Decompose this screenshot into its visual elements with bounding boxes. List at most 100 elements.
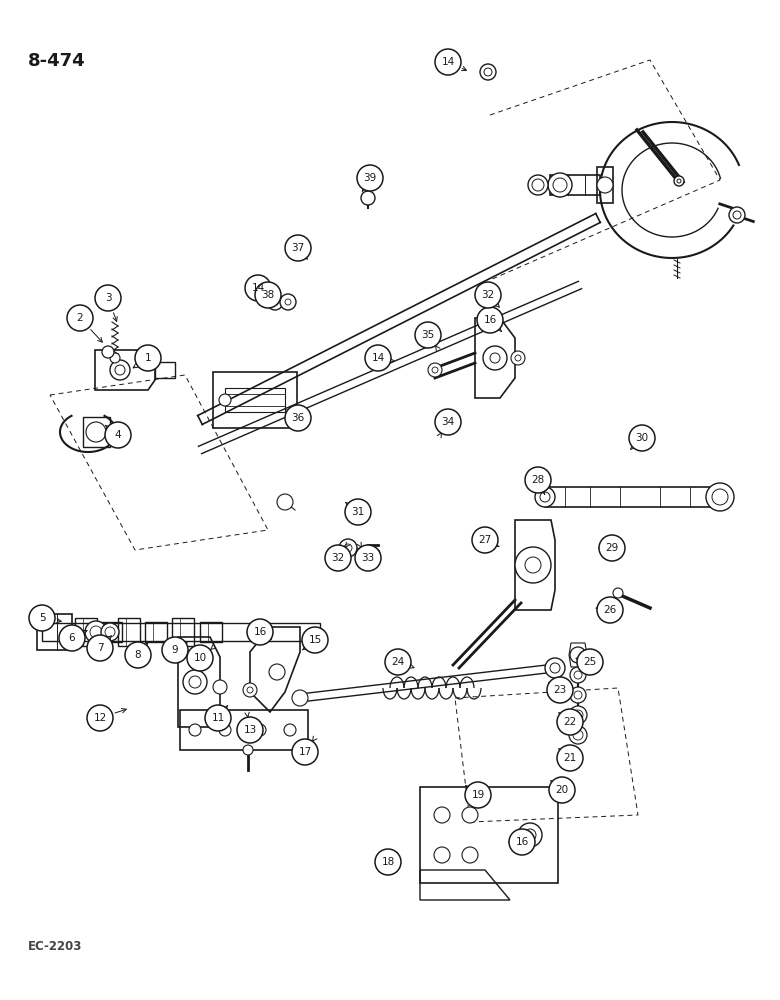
Circle shape <box>677 179 681 183</box>
Circle shape <box>599 535 625 561</box>
Circle shape <box>189 724 201 736</box>
Text: 6: 6 <box>69 633 76 643</box>
Circle shape <box>480 64 496 80</box>
Circle shape <box>570 687 586 703</box>
Circle shape <box>428 363 442 377</box>
Circle shape <box>255 282 281 308</box>
Circle shape <box>302 627 328 653</box>
Circle shape <box>613 588 623 598</box>
Circle shape <box>243 745 253 755</box>
Circle shape <box>87 635 113 661</box>
Circle shape <box>162 637 188 663</box>
Circle shape <box>729 207 745 223</box>
Text: 39: 39 <box>363 173 377 183</box>
Text: 14: 14 <box>371 353 385 363</box>
Circle shape <box>243 683 257 697</box>
Circle shape <box>245 275 271 301</box>
Circle shape <box>570 667 586 683</box>
Circle shape <box>674 176 684 186</box>
Circle shape <box>67 305 93 331</box>
Circle shape <box>477 307 503 333</box>
Circle shape <box>435 49 461 75</box>
Text: 3: 3 <box>105 293 112 303</box>
Circle shape <box>515 547 551 583</box>
Circle shape <box>247 687 253 693</box>
Text: 8-474: 8-474 <box>28 52 86 70</box>
Circle shape <box>577 649 603 675</box>
Text: 34: 34 <box>441 417 455 427</box>
Text: 37: 37 <box>292 243 305 253</box>
Text: 16: 16 <box>516 837 529 847</box>
Text: 11: 11 <box>211 713 225 723</box>
Circle shape <box>525 557 541 573</box>
Circle shape <box>733 211 741 219</box>
Circle shape <box>115 365 125 375</box>
Circle shape <box>189 676 201 688</box>
Text: 22: 22 <box>563 717 576 727</box>
Circle shape <box>205 705 231 731</box>
Circle shape <box>95 285 121 311</box>
Circle shape <box>472 527 498 553</box>
Circle shape <box>267 294 283 310</box>
Circle shape <box>285 235 311 261</box>
Text: 21: 21 <box>563 753 576 763</box>
Circle shape <box>219 724 231 736</box>
Circle shape <box>125 642 151 668</box>
Text: 19: 19 <box>471 790 484 800</box>
Circle shape <box>187 645 213 671</box>
Circle shape <box>483 346 507 370</box>
Text: 1: 1 <box>144 353 151 363</box>
Text: 8: 8 <box>135 650 141 660</box>
Circle shape <box>524 829 536 841</box>
Circle shape <box>284 724 296 736</box>
Circle shape <box>105 627 115 637</box>
Text: 38: 38 <box>261 290 275 300</box>
Circle shape <box>597 597 623 623</box>
Circle shape <box>569 726 587 744</box>
Circle shape <box>135 345 161 371</box>
Circle shape <box>553 178 567 192</box>
Text: 30: 30 <box>636 433 648 443</box>
Circle shape <box>292 690 308 706</box>
Text: 5: 5 <box>39 613 45 623</box>
Text: 26: 26 <box>604 605 617 615</box>
Circle shape <box>706 483 734 511</box>
Circle shape <box>532 179 544 191</box>
Circle shape <box>528 175 548 195</box>
Text: 16: 16 <box>484 315 497 325</box>
Circle shape <box>557 709 583 735</box>
Text: 25: 25 <box>583 657 597 667</box>
Circle shape <box>462 847 478 863</box>
Text: 16: 16 <box>254 627 267 637</box>
Circle shape <box>570 647 586 663</box>
Circle shape <box>535 487 555 507</box>
Circle shape <box>344 544 352 552</box>
Circle shape <box>375 849 401 875</box>
Text: 18: 18 <box>381 857 395 867</box>
Circle shape <box>462 807 478 823</box>
Circle shape <box>573 710 583 720</box>
Text: 32: 32 <box>481 290 495 300</box>
Circle shape <box>272 299 278 305</box>
Circle shape <box>525 467 551 493</box>
Circle shape <box>434 847 450 863</box>
Circle shape <box>434 807 450 823</box>
Circle shape <box>285 405 311 431</box>
Circle shape <box>247 619 273 645</box>
Text: 31: 31 <box>351 507 364 517</box>
Circle shape <box>277 494 293 510</box>
Circle shape <box>569 706 587 724</box>
Circle shape <box>385 649 411 675</box>
Circle shape <box>465 782 491 808</box>
Text: 23: 23 <box>553 685 566 695</box>
Circle shape <box>435 409 461 435</box>
Text: 14: 14 <box>251 283 264 293</box>
Text: 36: 36 <box>292 413 305 423</box>
Circle shape <box>105 422 131 448</box>
Text: 28: 28 <box>531 475 544 485</box>
Circle shape <box>339 539 357 557</box>
Circle shape <box>475 282 501 308</box>
Text: 29: 29 <box>605 543 619 553</box>
Text: 12: 12 <box>94 713 107 723</box>
Circle shape <box>355 545 381 571</box>
